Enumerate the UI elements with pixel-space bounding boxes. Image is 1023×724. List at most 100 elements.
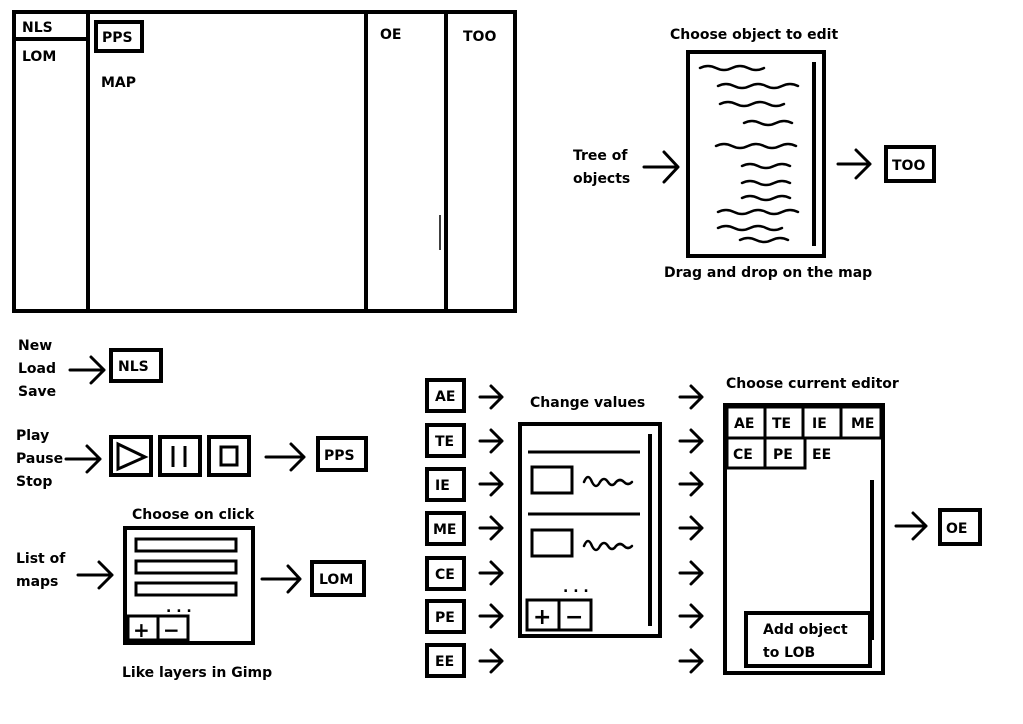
pps-target-label: PPS: [324, 448, 355, 464]
editor-te-label: TE: [435, 434, 454, 450]
nls-action-save: Save: [18, 384, 56, 400]
tab-pe[interactable]: [763, 436, 807, 470]
nls-action-new: New: [18, 338, 52, 354]
editor-arrow-3-icon: [478, 471, 504, 497]
tree-item-11: [738, 236, 790, 244]
pps-action-stop: Stop: [16, 474, 52, 490]
lom-minus-label: −: [163, 618, 180, 642]
value-squiggle-2: [582, 539, 634, 552]
add-object-button[interactable]: [744, 611, 872, 668]
nls-panel: New Load Save NLS: [18, 338, 163, 400]
editor-arrow-4-icon: [478, 515, 504, 541]
tab-ee-label[interactable]: EE: [812, 447, 831, 463]
editor-me-label: ME: [433, 522, 457, 538]
lom-target-label: LOM: [319, 572, 353, 588]
nls-action-load: Load: [18, 361, 56, 377]
tab-ie-label: IE: [812, 416, 827, 432]
too-panel: Choose object to edit Tree of objects TO…: [573, 27, 936, 281]
values-arrow-3-icon: [678, 471, 704, 497]
tree-item-3: [718, 100, 786, 108]
values-minus-label: −: [565, 605, 583, 630]
pps-action-play: Play: [16, 428, 49, 444]
tree-label-line1: Tree of: [573, 148, 628, 164]
lom-label-line2: maps: [16, 574, 58, 590]
play-icon: [116, 441, 149, 472]
values-arrow-5-icon: [678, 560, 704, 586]
pps-in-arrow-icon: [64, 444, 102, 474]
change-values-title: Change values: [530, 395, 645, 411]
lom-out-arrow-icon: [260, 564, 302, 594]
mockup-pps-label: PPS: [102, 30, 133, 46]
too-footer: Drag and drop on the map: [664, 265, 872, 281]
mockup-map-label: MAP: [101, 75, 136, 91]
mockup-lom-label: LOM: [22, 49, 56, 65]
lom-map-row-3: [134, 581, 238, 597]
too-arrow-icon: [836, 148, 872, 180]
values-plus-label: +: [533, 605, 551, 630]
tree-arrow-icon: [642, 150, 680, 184]
pps-action-pause: Pause: [16, 451, 63, 467]
tab-me-label: ME: [851, 416, 875, 432]
tree-item-8: [740, 194, 792, 202]
values-arrow-4-icon: [678, 515, 704, 541]
value-squiggle-1: [582, 475, 634, 488]
mockup-nls-label: NLS: [22, 20, 53, 36]
choose-editor-title: Choose current editor: [726, 376, 899, 392]
editor-arrow-6-icon: [478, 603, 504, 629]
add-object-line2: to LOB: [763, 645, 815, 661]
lom-in-arrow-icon: [76, 560, 114, 590]
lom-dots: . . .: [166, 600, 192, 616]
tree-label-line2: objects: [573, 171, 630, 187]
mockup-too-label: TOO: [463, 29, 496, 45]
tree-item-2: [716, 82, 800, 90]
lom-title: Choose on click: [132, 507, 255, 523]
editor-ae-label: AE: [435, 389, 455, 405]
pps-panel: Play Pause Stop PPS: [16, 428, 368, 490]
lom-footer: Like layers in Gimp: [122, 665, 272, 681]
tab-me[interactable]: [839, 405, 883, 440]
too-title: Choose object to edit: [670, 27, 838, 43]
stop-icon: [219, 445, 239, 467]
values-remove-button[interactable]: [557, 598, 593, 632]
values-dots: . . .: [563, 580, 589, 596]
tab-te-label: TE: [772, 416, 791, 432]
pause-icon: [171, 446, 187, 467]
nls-arrow-icon: [68, 355, 106, 385]
value-field-1[interactable]: [530, 465, 574, 495]
values-arrow-2-icon: [678, 428, 704, 454]
editor-arrow-2-icon: [478, 428, 504, 454]
add-object-line1: Add object: [763, 622, 848, 638]
values-arrow-7-icon: [678, 648, 704, 674]
nls-target-label: NLS: [118, 359, 149, 375]
oe-arrow-icon: [894, 511, 928, 541]
tree-item-1: [698, 64, 766, 72]
tree-item-9: [716, 208, 800, 216]
value-field-2[interactable]: [530, 528, 574, 558]
editor-arrow-5-icon: [478, 560, 504, 586]
oe-panel: AE TE IE ME CE PE EE Change values . . .: [425, 376, 982, 678]
lom-label-line1: List of: [16, 551, 66, 567]
values-arrow-1-icon: [678, 384, 704, 410]
pps-out-arrow-icon: [264, 442, 306, 472]
tree-item-6: [740, 162, 792, 170]
lom-plus-label: +: [133, 618, 150, 642]
tree-item-4: [742, 119, 794, 127]
tab-ae-label: AE: [734, 416, 754, 432]
editor-ie-label: IE: [435, 478, 450, 494]
main-window-mockup: NLS LOM PPS MAP OE TOO: [12, 10, 517, 313]
tree-item-10: [716, 224, 784, 232]
lom-remove-button[interactable]: [156, 614, 190, 642]
mockup-oe-label: OE: [380, 27, 401, 43]
tree-item-5: [714, 142, 798, 150]
tree-item-7: [740, 179, 792, 187]
too-target-label: TOO: [892, 158, 925, 174]
editor-arrow-1-icon: [478, 384, 504, 410]
editor-pe-label: PE: [435, 610, 455, 626]
editor-ce-label: CE: [435, 567, 455, 583]
oe-target-label: OE: [946, 521, 967, 537]
values-arrow-6-icon: [678, 603, 704, 629]
lom-map-row-1: [134, 537, 238, 553]
lom-panel: Choose on click . . . + − List of maps L…: [16, 507, 366, 681]
tab-ce-label: CE: [733, 447, 753, 463]
